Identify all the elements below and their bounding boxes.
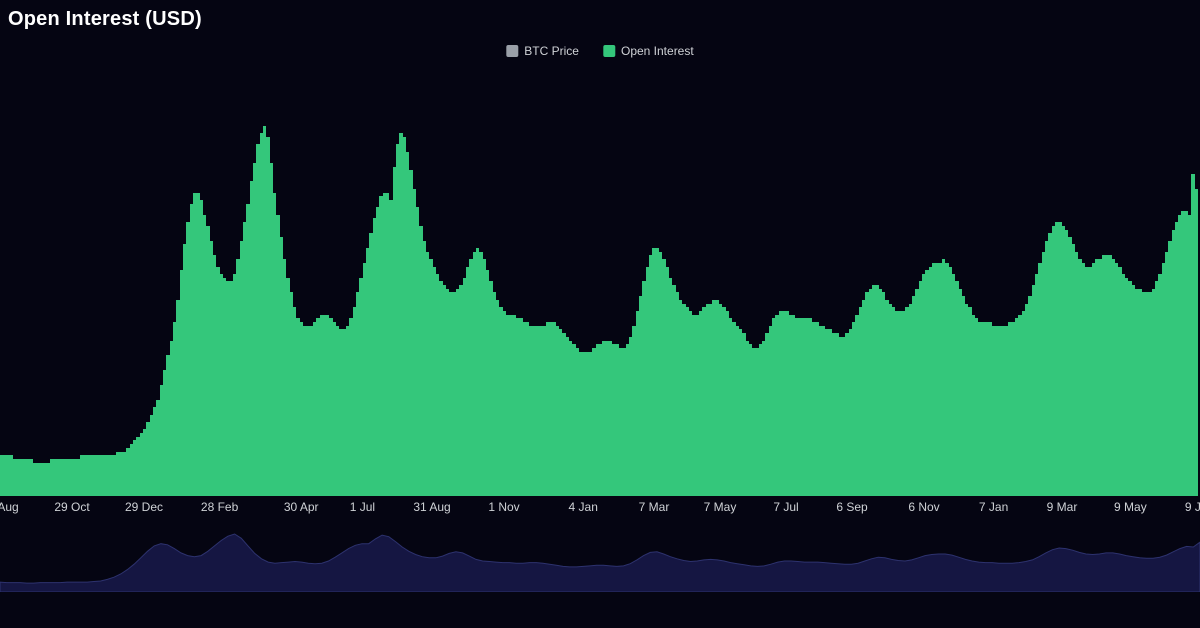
open-interest-bars [0, 126, 1200, 496]
x-tick-label: 7 Jul [773, 500, 798, 514]
chart-title: Open Interest (USD) [8, 8, 202, 31]
x-axis: 29 Aug 29 Oct 29 Dec 28 Feb 30 Apr 1 Jul 31 Au… [0, 500, 1200, 522]
range-minimap[interactable] [0, 530, 1200, 592]
x-tick-label: 9 Jul [1185, 500, 1200, 514]
x-tick-label: 6 Sep [836, 500, 867, 514]
chart-card: Open Interest (USD) BTC Price Open Inter… [0, 0, 1200, 628]
x-tick-label: 30 Apr [284, 500, 319, 514]
minimap-area-chart [0, 530, 1200, 592]
x-tick-label: 7 Mar [639, 500, 670, 514]
x-tick-label: 9 Mar [1047, 500, 1078, 514]
x-tick-label: 4 Jan [569, 500, 598, 514]
x-tick-label: 29 Oct [54, 500, 89, 514]
x-tick-label: 29 Dec [125, 500, 163, 514]
chart-surface: Open Interest (USD) BTC Price Open Inter… [0, 0, 1200, 628]
x-tick-label: 1 Jul [350, 500, 375, 514]
legend-swatch-btc [506, 45, 518, 57]
x-tick-label: 28 Feb [201, 500, 238, 514]
legend: BTC Price Open Interest [506, 44, 693, 58]
x-tick-label: 31 Aug [413, 500, 450, 514]
plot-area[interactable] [0, 126, 1200, 496]
legend-swatch-open-interest [603, 45, 615, 57]
x-tick-label: 29 Aug [0, 500, 19, 514]
legend-label: Open Interest [621, 44, 694, 58]
x-tick-label: 9 May [1114, 500, 1147, 514]
x-tick-label: 1 Nov [488, 500, 519, 514]
x-tick-label: 7 May [704, 500, 737, 514]
legend-label: BTC Price [524, 44, 579, 58]
x-tick-label: 6 Nov [908, 500, 939, 514]
x-tick-label: 7 Jan [979, 500, 1008, 514]
legend-item-btc-price[interactable]: BTC Price [506, 44, 579, 58]
legend-item-open-interest[interactable]: Open Interest [603, 44, 694, 58]
